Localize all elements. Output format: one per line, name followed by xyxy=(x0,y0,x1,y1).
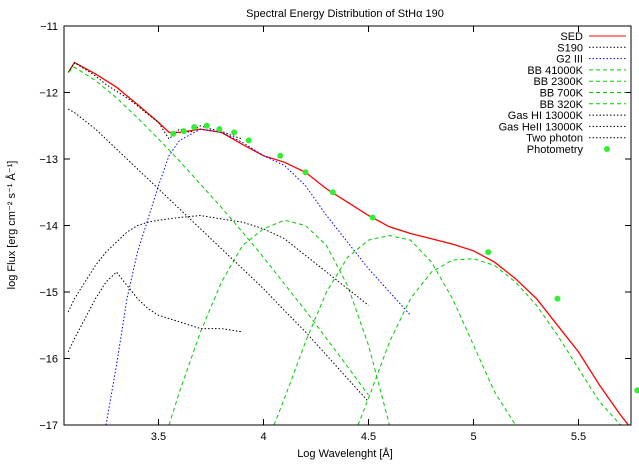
axis-ticks: 3.5 4 4.5 5 5.5 −11 −12 −13 −14 −15 −16 −17 xyxy=(39,21,631,443)
y-tick-label: −14 xyxy=(39,221,58,233)
series-line-s190 xyxy=(67,61,243,140)
x-tick-label: 4 xyxy=(260,431,266,443)
series-line-sed xyxy=(67,61,630,425)
series-line-bb-320k xyxy=(357,258,621,425)
series-line-bb-700k xyxy=(273,234,516,425)
legend-label: Two photon xyxy=(526,133,583,145)
series-line-gas-heii-13000k xyxy=(67,271,243,353)
x-axis-title: Log Wavelenght [Å] xyxy=(297,447,393,460)
y-axis-title: log Flux [erg cm⁻² s⁻¹ Å⁻¹] xyxy=(5,161,18,290)
legend-label: Gas HeII 13000K xyxy=(499,121,584,133)
x-tick-label: 5 xyxy=(470,431,476,443)
series-line-g2-iii xyxy=(105,128,411,425)
legend-label: S190 xyxy=(557,42,583,54)
photometry-point xyxy=(554,295,561,302)
legend-swatch-photometry xyxy=(604,146,610,152)
photometry-point xyxy=(485,249,492,256)
photometry-point xyxy=(203,122,210,129)
photometry-point xyxy=(277,152,284,159)
legend-label: SED xyxy=(560,31,583,43)
legend-label: Gas HI 13000K xyxy=(508,110,584,122)
legend-label: Photometry xyxy=(527,144,584,156)
photometry-point xyxy=(170,130,177,137)
x-tick-label: 5.5 xyxy=(571,431,586,443)
series-line-two-photon xyxy=(67,108,369,403)
y-tick-label: −16 xyxy=(39,354,58,366)
photometry-point xyxy=(245,137,252,144)
legend-label: BB 41000K xyxy=(527,65,583,77)
x-tick-label: 4.5 xyxy=(361,431,376,443)
legend-label: BB 2300K xyxy=(533,76,583,88)
photometry-point xyxy=(329,189,336,196)
y-tick-label: −15 xyxy=(39,287,58,299)
photometry-point xyxy=(369,214,376,221)
legend-label: BB 320K xyxy=(540,99,584,111)
series-line-bb-2300k xyxy=(168,219,390,425)
y-tick-label: −17 xyxy=(39,420,58,432)
legend-label: BB 700K xyxy=(540,88,584,100)
photometry-point xyxy=(180,128,187,135)
x-tick-label: 3.5 xyxy=(151,431,166,443)
series-line-gas-hi-13000k xyxy=(67,214,369,313)
y-tick-label: −12 xyxy=(39,88,58,100)
y-tick-label: −13 xyxy=(39,154,58,166)
photometry-point xyxy=(191,124,198,131)
photometry-point xyxy=(302,169,309,176)
photometry-point xyxy=(634,387,639,394)
chart-title: Spectral Energy Distribution of StHα 190 xyxy=(246,8,444,20)
series-line-bb-41000k xyxy=(67,66,369,396)
photometry-point xyxy=(216,126,223,133)
photometry-point xyxy=(231,129,238,136)
plot-area xyxy=(67,61,639,425)
legend-label: G2 III xyxy=(556,54,583,66)
y-tick-label: −11 xyxy=(40,21,58,33)
